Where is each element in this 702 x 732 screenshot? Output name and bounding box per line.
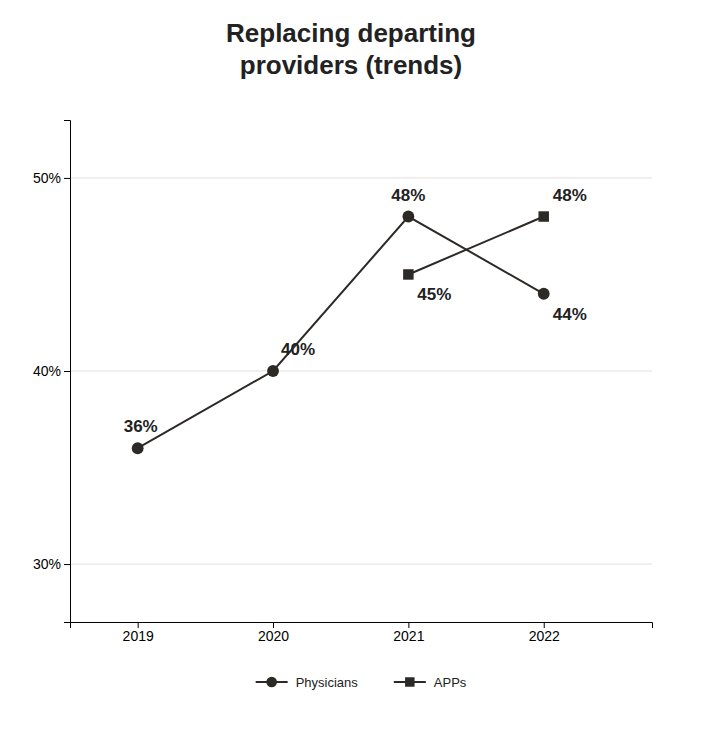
x-tick-label: 2022: [529, 628, 560, 644]
legend: Physicians APPs: [256, 675, 467, 690]
chart: Replacing departingproviders (trends) 201…: [0, 0, 702, 732]
x-tick-label: 2019: [123, 628, 154, 644]
title: Replacing departingproviders (trends): [226, 18, 476, 80]
title-line: Replacing departing: [226, 18, 476, 48]
data-labels: 36% 40% 48% 44% 45% 48%: [124, 186, 587, 437]
y-tick: 50%: [33, 170, 70, 186]
point: [403, 269, 413, 279]
x-tick-label: 2020: [258, 628, 289, 644]
legend-label: Physicians: [296, 675, 359, 690]
point: [132, 442, 144, 454]
data-label: 45%: [417, 285, 451, 304]
series-line: [408, 217, 543, 275]
point: [402, 211, 414, 223]
x-axis: 2019 2020 2021 2022: [71, 622, 653, 644]
y-tick-label: 40%: [33, 363, 61, 379]
title-line: providers (trends): [240, 50, 463, 80]
y-tick-mark: [64, 371, 70, 372]
x-tick: 2021: [393, 622, 424, 644]
data-label: 48%: [553, 186, 587, 205]
point: [538, 211, 548, 221]
grid-line: [70, 371, 652, 372]
x-tick: 2019: [123, 622, 154, 644]
grid: [70, 178, 652, 564]
y-tick-mark: [64, 178, 70, 179]
y-tick-label: 50%: [33, 170, 61, 186]
y-tick: 30%: [33, 556, 70, 572]
point: [538, 288, 550, 300]
legend-item: APPs: [394, 675, 467, 690]
x-tick: 2022: [529, 622, 560, 644]
x-tick-label: 2021: [393, 628, 424, 644]
y-tick-mark: [64, 564, 70, 565]
x-axis-line: [71, 623, 653, 629]
grid-line: [70, 177, 652, 178]
y-tick-label: 30%: [33, 556, 61, 572]
plot: 2019 2020 2021 2022 30% 40% 50% 36% 40% 48% 44% 45%…: [33, 121, 653, 690]
legend-marker: [266, 677, 277, 688]
x-tick: 2020: [258, 622, 289, 644]
data-label: 48%: [391, 186, 425, 205]
data-label: 40%: [281, 340, 315, 359]
marks: [132, 211, 550, 455]
grid-line: [70, 564, 652, 565]
legend-marker: [405, 677, 414, 686]
legend-item: Physicians: [256, 675, 359, 690]
point: [267, 365, 279, 377]
data-label: 44%: [553, 305, 587, 324]
y-axis: 30% 40% 50%: [33, 121, 71, 623]
series-line: [138, 217, 544, 449]
y-axis-line: [64, 121, 71, 623]
legend-label: APPs: [434, 675, 467, 690]
data-label: 36%: [124, 417, 158, 436]
y-tick: 40%: [33, 363, 70, 379]
